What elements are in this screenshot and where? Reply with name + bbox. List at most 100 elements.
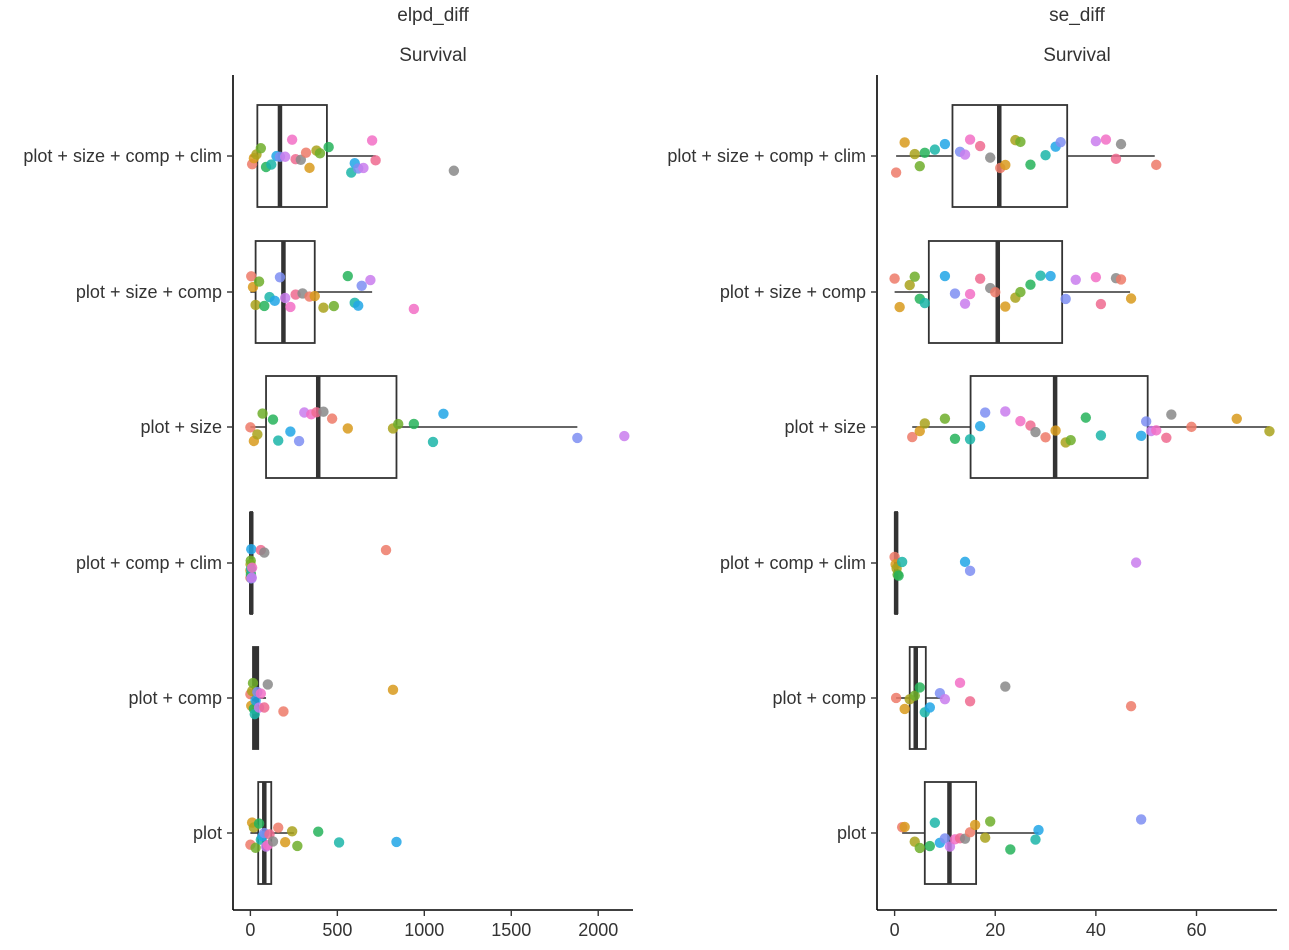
data-point — [380, 544, 392, 556]
data-point — [939, 693, 951, 705]
data-point — [907, 431, 918, 443]
box-rect — [927, 240, 1064, 344]
data-point — [370, 155, 381, 166]
data-point — [1000, 301, 1011, 312]
data-point — [257, 408, 268, 419]
data-point — [964, 696, 976, 707]
data-point — [266, 159, 277, 170]
data-point — [990, 287, 1001, 298]
data-point — [246, 562, 258, 573]
data-point — [1065, 434, 1076, 446]
data-point — [365, 274, 376, 286]
data-point — [1005, 844, 1016, 855]
data-point — [391, 836, 402, 848]
data-point — [919, 297, 930, 309]
data-point — [899, 137, 910, 148]
panel-subtitle: Survival — [399, 45, 467, 66]
data-point — [1060, 293, 1071, 305]
data-point — [393, 418, 404, 430]
data-point — [333, 837, 345, 848]
data-point — [914, 425, 925, 437]
y-tick-label: plot + comp — [772, 688, 866, 708]
data-point — [278, 706, 289, 717]
data-point — [959, 298, 971, 309]
data-point — [964, 134, 976, 145]
data-point — [964, 288, 976, 300]
data-point — [252, 429, 263, 440]
data-point — [1151, 425, 1162, 436]
data-point — [889, 273, 900, 284]
data-point — [572, 432, 583, 444]
box-rect — [265, 375, 398, 479]
data-point — [1030, 426, 1041, 438]
data-point — [1015, 136, 1026, 148]
data-point — [909, 148, 920, 160]
panel-1: elpd_diff Survival 0 500 1000 1500 2000 plot + … — [23, 5, 633, 940]
data-point — [387, 684, 399, 696]
data-point — [300, 147, 312, 158]
data-point — [1050, 425, 1061, 436]
data-point — [1040, 150, 1051, 161]
data-point — [1025, 279, 1036, 290]
panel-2: se_diff Survival 0 20 40 60 plot + size + comp… — [667, 5, 1277, 940]
data-point — [929, 144, 941, 155]
data-point — [939, 413, 951, 424]
y-tick-label: plot — [837, 823, 866, 843]
data-point — [924, 702, 936, 713]
data-point — [914, 160, 925, 172]
data-point — [890, 167, 902, 178]
data-point — [295, 154, 307, 165]
data-point — [304, 162, 315, 174]
x-tick-label: 60 — [1186, 920, 1206, 940]
data-point — [245, 422, 256, 433]
panel-title: se_diff — [1049, 5, 1105, 26]
data-point — [1140, 416, 1152, 427]
x-tick-label: 0 — [890, 920, 900, 940]
panel-title: elpd_diff — [397, 5, 469, 26]
data-point — [358, 162, 369, 174]
data-point — [1090, 272, 1102, 283]
data-point — [890, 692, 902, 704]
data-point — [342, 270, 353, 282]
panel-subtitle: Survival — [1043, 45, 1111, 66]
data-point — [328, 300, 340, 312]
data-point — [259, 300, 270, 312]
y-tick-label: plot + comp — [128, 688, 222, 708]
data-point — [974, 140, 986, 152]
data-point — [949, 433, 961, 444]
data-point — [1045, 270, 1056, 282]
y-tick-label: plot + size + comp — [720, 282, 866, 302]
x-tick-label: 1500 — [491, 920, 531, 940]
data-point — [293, 435, 305, 447]
y-tick-label: plot + comp + clim — [720, 553, 866, 573]
y-tick-label: plot + size + comp + clim — [667, 146, 866, 166]
data-point — [1000, 681, 1011, 692]
data-point — [273, 822, 284, 833]
data-point — [619, 430, 630, 442]
data-point — [246, 544, 257, 555]
data-point — [318, 302, 329, 313]
data-point — [909, 271, 920, 282]
data-point — [309, 290, 320, 302]
data-point — [1125, 293, 1137, 304]
data-point — [259, 547, 270, 558]
data-point — [924, 840, 936, 852]
data-point — [342, 423, 353, 434]
data-point — [247, 677, 259, 689]
data-point — [1080, 412, 1092, 423]
data-point — [1095, 298, 1107, 310]
data-point — [318, 406, 329, 417]
data-point — [1035, 270, 1046, 281]
data-point — [1000, 159, 1011, 171]
data-point — [979, 832, 991, 843]
data-point — [279, 151, 291, 162]
data-point — [1033, 824, 1044, 836]
data-point — [1135, 430, 1147, 442]
data-point — [1015, 415, 1026, 427]
data-point — [964, 434, 976, 445]
data-point — [1166, 409, 1177, 420]
data-point — [255, 143, 267, 154]
data-point — [959, 149, 971, 160]
